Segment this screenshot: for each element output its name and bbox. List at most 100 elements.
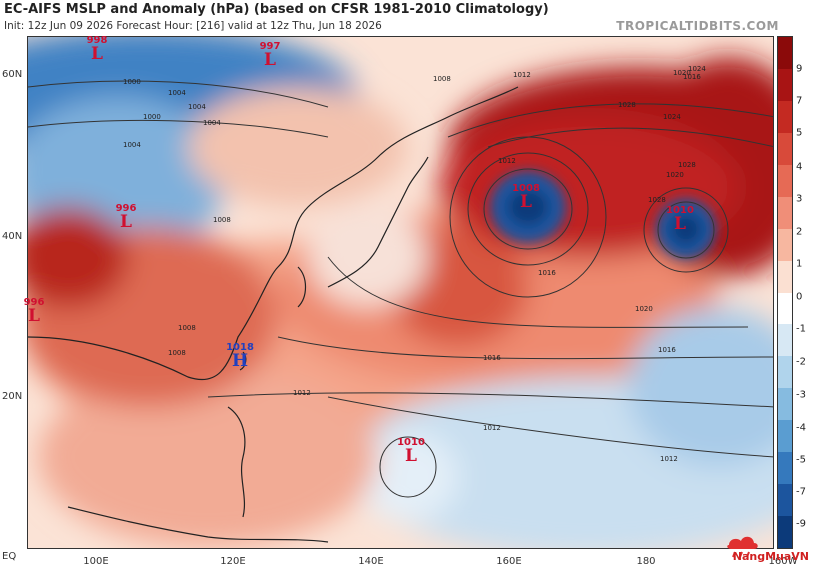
pressure-type: L	[674, 214, 686, 234]
colorbar-label: 9	[796, 63, 803, 75]
isobar-low-4	[657, 201, 715, 259]
isobar-low-1	[483, 168, 573, 250]
colorbar-segment	[778, 452, 792, 485]
isobar-value-label: 1004	[188, 103, 206, 111]
low-centers	[490, 171, 716, 259]
colorbar-segment	[778, 356, 792, 389]
coastlines	[28, 86, 519, 543]
isobar-value-label: 1004	[203, 119, 221, 127]
colorbar-segment	[778, 228, 792, 261]
isobar-value-label: 1008	[178, 324, 196, 332]
isobar-value-label: 1020	[635, 305, 653, 313]
isobar-value-label: 1004	[168, 89, 186, 97]
lon-label: 100E	[83, 556, 109, 567]
colorbar-segment	[778, 68, 792, 101]
colorbar-segment	[778, 516, 792, 548]
pressure-value: 998	[86, 35, 108, 46]
isobar-low-2	[467, 152, 589, 266]
colorbar-label: 0	[796, 291, 803, 303]
isobar-1020	[327, 256, 749, 328]
low-pressure-marker: 1010 L	[397, 438, 425, 465]
pressure-type: L	[120, 212, 132, 232]
colorbar-label: 1	[796, 258, 803, 270]
pressure-value: 997	[259, 41, 281, 52]
low-pressure-marker: 996 L	[116, 204, 137, 231]
pressure-type: L	[264, 50, 276, 70]
isobar-low-5	[643, 187, 729, 273]
colorbar-label: 7	[796, 95, 803, 107]
isobar-1024	[447, 103, 773, 138]
korea-coastline	[297, 266, 307, 308]
colorbar-label: 3	[796, 193, 803, 205]
pressure-value: 1010	[397, 437, 425, 448]
lon-label: 160E	[496, 556, 522, 567]
colorbar-segment	[778, 292, 792, 325]
colorbar-segment	[778, 132, 792, 165]
taiwan-coastline	[239, 351, 247, 371]
lon-label: 180	[636, 556, 656, 567]
isobar-value-label: 1020	[666, 171, 684, 179]
pressure-type: L	[28, 306, 40, 326]
colorbar-label: -7	[796, 486, 806, 498]
pressure-value: 1010	[666, 205, 694, 216]
isobar-value-label: 1012	[498, 157, 516, 165]
high-pressure-marker: 1018 H	[226, 343, 254, 370]
colorbar-label: 5	[796, 127, 803, 139]
colorbar-label: -4	[796, 422, 806, 434]
low-pressure-marker: 1008 L	[512, 184, 540, 211]
isobar-value-label: 1012	[483, 424, 501, 432]
map-svg: 1000100010041004100410081008100810081012…	[28, 37, 773, 548]
chart-title: EC-AIFS MSLP and Anomaly (hPa) (based on…	[4, 2, 549, 17]
isobar-value-label: 1016	[483, 354, 501, 362]
colorbar-label: -3	[796, 389, 806, 401]
isobar-value-label: 1028	[678, 161, 696, 169]
colorbar-segment	[778, 37, 792, 69]
isobar-1004	[28, 119, 329, 138]
lon-label: 120E	[220, 556, 246, 567]
pressure-type: L	[405, 446, 417, 466]
pressure-type: L	[91, 44, 103, 64]
isobar-value-label: 1000	[123, 78, 141, 86]
pressure-value: 996	[23, 297, 45, 308]
colorbar-segment	[778, 196, 792, 229]
colorbar-label: 4	[796, 161, 803, 173]
isobar-value-label: 1016	[658, 346, 676, 354]
low-pressure-marker: 996 L	[24, 298, 45, 325]
colorbar-label: -5	[796, 454, 806, 466]
isobar-value-label: 1016	[538, 269, 556, 277]
colorbar-segment	[778, 324, 792, 357]
isobar-1028	[487, 127, 773, 148]
low-pressure-marker: 1010 L	[666, 206, 694, 233]
lon-label: 160W	[768, 556, 798, 567]
pressure-value: 1018	[226, 342, 254, 353]
pressure-value: 996	[115, 203, 137, 214]
colorbar-segment	[778, 260, 792, 293]
colorbar-segment	[778, 100, 792, 133]
lon-label: 140E	[358, 556, 384, 567]
colorbar-segment	[778, 164, 792, 197]
philippines-coastline	[227, 406, 246, 518]
colorbar-label: -9	[796, 518, 806, 530]
pressure-value: 1008	[512, 183, 540, 194]
isobar-value-label: 1004	[123, 141, 141, 149]
site-name: TROPICALTIDBITS.COM	[616, 19, 779, 33]
isobar-1000	[28, 80, 329, 108]
colorbar	[777, 36, 793, 549]
isobar-value-label: 1008	[213, 216, 231, 224]
isobar-1012	[207, 392, 773, 408]
low-pressure-marker: 998 L	[87, 36, 108, 63]
colorbar-segment	[778, 484, 792, 517]
isobar-value-label: 1008	[433, 75, 451, 83]
isobar-value-label: 1024	[688, 65, 706, 73]
map-panel: 1000 1000 1004 1004 1004 1008 1008 1008 1008 1012…	[27, 36, 774, 549]
isobar-value-label: 1016	[683, 73, 701, 81]
isobar-1016	[277, 336, 773, 360]
cloud-rain-icon	[727, 536, 758, 558]
indonesia-coastline	[67, 506, 329, 543]
colorbar-label: -2	[796, 356, 806, 368]
isobar-value-label: 1000	[143, 113, 161, 121]
lat-label: 20N	[2, 391, 23, 402]
isobar-value-label: 1028	[648, 196, 666, 204]
low-pressure-marker: 997 L	[260, 42, 281, 69]
pressure-type: L	[520, 192, 532, 212]
